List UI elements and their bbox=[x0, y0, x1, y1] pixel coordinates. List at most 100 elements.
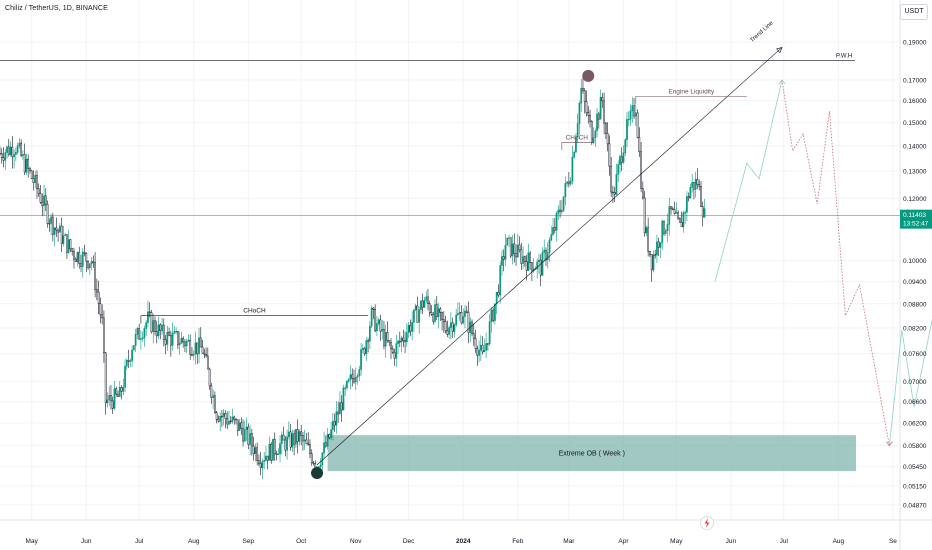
candle[interactable] bbox=[83, 251, 86, 254]
candle[interactable] bbox=[201, 346, 204, 354]
candle[interactable] bbox=[90, 261, 93, 264]
candle[interactable] bbox=[571, 156, 574, 182]
candle[interactable] bbox=[118, 387, 121, 397]
candle[interactable] bbox=[36, 175, 38, 189]
candle[interactable] bbox=[122, 386, 125, 392]
candle[interactable] bbox=[559, 209, 561, 212]
candle[interactable] bbox=[435, 304, 438, 317]
candle[interactable] bbox=[562, 196, 565, 211]
candle[interactable] bbox=[162, 324, 165, 340]
candle[interactable] bbox=[467, 312, 470, 333]
candle[interactable] bbox=[650, 254, 653, 271]
candle[interactable] bbox=[273, 438, 276, 454]
candle[interactable] bbox=[661, 220, 664, 244]
candle[interactable] bbox=[247, 426, 250, 445]
candle[interactable] bbox=[97, 291, 100, 304]
candles[interactable] bbox=[0, 76, 706, 480]
candle[interactable] bbox=[453, 324, 456, 332]
candle[interactable] bbox=[460, 311, 463, 324]
candle[interactable] bbox=[25, 158, 28, 173]
candle[interactable] bbox=[7, 146, 10, 155]
candle[interactable] bbox=[99, 303, 102, 316]
candle[interactable] bbox=[358, 369, 361, 377]
candle[interactable] bbox=[143, 328, 146, 339]
candle[interactable] bbox=[458, 311, 461, 314]
candle[interactable] bbox=[585, 101, 588, 113]
candle[interactable] bbox=[22, 154, 24, 156]
candle[interactable] bbox=[418, 309, 421, 323]
candle[interactable] bbox=[693, 182, 695, 190]
candle[interactable] bbox=[612, 191, 614, 194]
candle[interactable] bbox=[631, 105, 634, 112]
candle[interactable] bbox=[173, 331, 176, 334]
candle[interactable] bbox=[376, 323, 378, 332]
candle[interactable] bbox=[333, 421, 336, 426]
candle[interactable] bbox=[155, 331, 158, 337]
candle[interactable] bbox=[624, 139, 627, 154]
candle[interactable] bbox=[485, 343, 487, 351]
candle[interactable] bbox=[404, 340, 406, 343]
candle[interactable] bbox=[275, 453, 278, 455]
candle[interactable] bbox=[80, 263, 82, 267]
candle[interactable] bbox=[592, 137, 595, 143]
candle[interactable] bbox=[323, 442, 325, 454]
candle[interactable] bbox=[245, 426, 248, 430]
candle[interactable] bbox=[575, 136, 577, 153]
currency-button[interactable]: USDT bbox=[900, 4, 928, 20]
candle[interactable] bbox=[439, 308, 442, 313]
candle[interactable] bbox=[152, 320, 155, 333]
candle[interactable] bbox=[330, 429, 332, 439]
candle[interactable] bbox=[620, 156, 623, 163]
candle[interactable] bbox=[96, 289, 98, 293]
candle[interactable] bbox=[157, 324, 160, 337]
candle[interactable] bbox=[4, 152, 7, 161]
candle[interactable] bbox=[515, 253, 517, 258]
candle[interactable] bbox=[185, 341, 188, 347]
candle[interactable] bbox=[619, 156, 621, 165]
candle[interactable] bbox=[125, 360, 128, 367]
candle[interactable] bbox=[236, 419, 239, 431]
candle[interactable] bbox=[351, 374, 354, 379]
candle[interactable] bbox=[668, 206, 671, 225]
candle[interactable] bbox=[191, 354, 193, 356]
candle[interactable] bbox=[43, 195, 45, 207]
candle[interactable] bbox=[120, 387, 123, 392]
candle[interactable] bbox=[106, 399, 109, 404]
candle[interactable] bbox=[85, 252, 88, 262]
candle[interactable] bbox=[224, 413, 227, 419]
candle[interactable] bbox=[88, 263, 91, 268]
candle[interactable] bbox=[307, 443, 310, 445]
price-axis[interactable]: 0.19000 0.17000 0.16000 0.15000 0.14000 0.130… bbox=[903, 40, 927, 510]
candle[interactable] bbox=[372, 307, 375, 310]
candle[interactable] bbox=[159, 324, 162, 332]
candle[interactable] bbox=[388, 340, 391, 343]
candle[interactable] bbox=[203, 352, 206, 355]
candle[interactable] bbox=[541, 252, 544, 276]
candle[interactable] bbox=[451, 322, 454, 332]
candle[interactable] bbox=[48, 223, 51, 225]
candle[interactable] bbox=[671, 208, 674, 210]
candle[interactable] bbox=[335, 411, 338, 426]
candle[interactable] bbox=[647, 227, 650, 252]
candle[interactable] bbox=[44, 195, 47, 205]
candle[interactable] bbox=[268, 443, 271, 461]
candle[interactable] bbox=[675, 212, 678, 214]
candle[interactable] bbox=[589, 114, 591, 122]
candle[interactable] bbox=[69, 239, 72, 250]
candle[interactable] bbox=[175, 331, 177, 333]
candle[interactable] bbox=[295, 429, 297, 445]
candle[interactable] bbox=[640, 151, 642, 189]
candle[interactable] bbox=[154, 320, 156, 332]
candle[interactable] bbox=[286, 436, 288, 451]
candle[interactable] bbox=[488, 321, 491, 344]
candle[interactable] bbox=[689, 187, 692, 199]
candle[interactable] bbox=[189, 339, 192, 355]
candle[interactable] bbox=[263, 460, 266, 462]
candle[interactable] bbox=[113, 388, 116, 409]
candle[interactable] bbox=[104, 352, 107, 404]
candle[interactable] bbox=[409, 325, 412, 332]
candle[interactable] bbox=[81, 251, 84, 267]
candle[interactable] bbox=[208, 368, 211, 387]
candle[interactable] bbox=[0, 153, 1, 155]
candle[interactable] bbox=[633, 105, 635, 117]
